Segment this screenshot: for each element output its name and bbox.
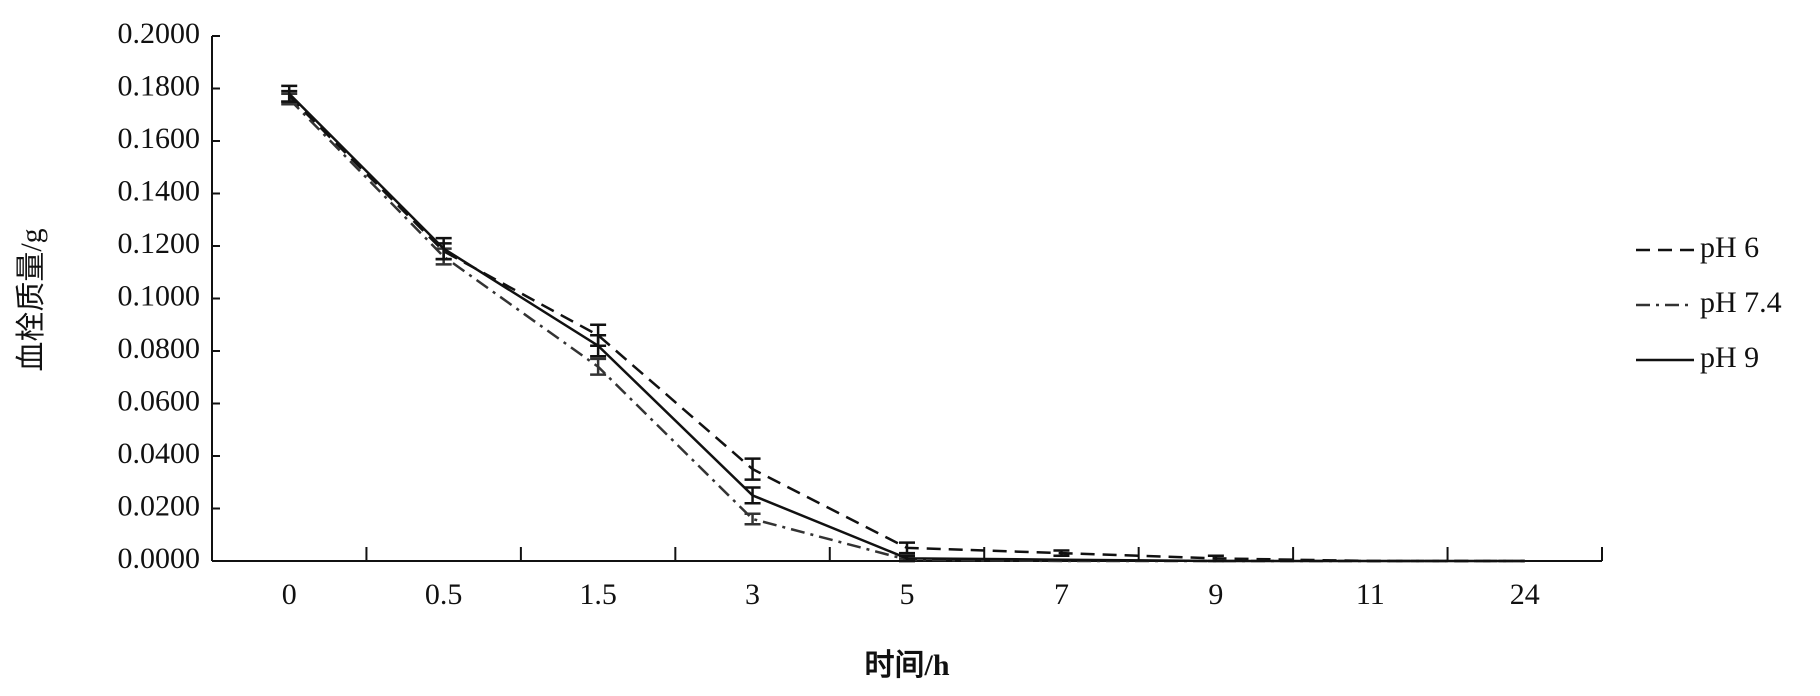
series-line	[288, 92, 1525, 563]
y-tick-label: 0.1200	[118, 227, 201, 260]
y-tick-label: 0.1600	[118, 122, 201, 155]
x-tick-label: 11	[1356, 578, 1385, 611]
error-bar	[590, 357, 607, 376]
error-bar	[899, 541, 915, 555]
x-tick-label: 7	[1054, 578, 1069, 611]
error-bar	[744, 512, 761, 526]
x-tick-label: 0.5	[425, 578, 463, 611]
error-bar	[744, 457, 761, 481]
y-tick-label: 0.0000	[118, 542, 201, 575]
x-tick-label: 24	[1510, 578, 1540, 611]
y-tick-label: 0.1400	[118, 174, 201, 207]
x-axis-label: 时间/h	[864, 649, 949, 682]
y-tick-label: 0.1000	[118, 279, 201, 312]
series-line	[288, 98, 1525, 563]
y-tick-label: 0.0400	[118, 437, 201, 470]
x-tick-label: 0	[282, 578, 297, 611]
error-bar	[281, 84, 298, 103]
legend-label: pH 7.4	[1700, 286, 1782, 319]
y-tick-label: 0.0200	[118, 489, 201, 522]
y-tick-label: 0.0600	[118, 384, 201, 417]
y-tick-label: 0.2000	[118, 17, 201, 50]
error-bar	[1053, 549, 1070, 557]
legend-label: pH 6	[1700, 231, 1759, 264]
x-tick-label: 1.5	[579, 578, 617, 611]
y-axis-label: 血栓质量/g	[15, 228, 48, 371]
series-line	[288, 95, 1525, 563]
error-bar	[744, 486, 761, 505]
x-tick-label: 5	[900, 578, 915, 611]
error-bar	[435, 236, 452, 261]
error-bar	[590, 334, 607, 358]
y-tick-label: 0.0800	[118, 332, 201, 365]
legend-label: pH 9	[1700, 341, 1759, 374]
x-tick-label: 3	[745, 578, 760, 611]
error-bar	[899, 554, 915, 563]
y-tick-label: 0.1800	[118, 69, 201, 102]
x-tick-label: 9	[1208, 578, 1223, 611]
